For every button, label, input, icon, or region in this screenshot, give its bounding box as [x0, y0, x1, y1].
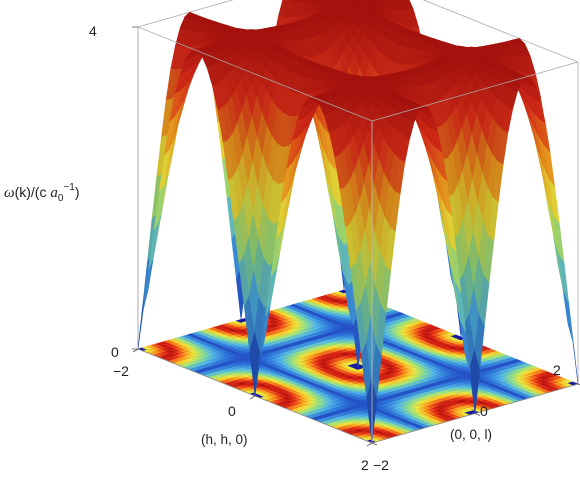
dispersion-surface	[137, 0, 579, 444]
z-axis-label: ω(k)/(c a0−1)	[4, 182, 80, 204]
box-edge-top-front-right	[371, 61, 579, 122]
axis-ticks	[132, 26, 580, 447]
z-tick-0: 0	[111, 344, 119, 360]
x-tickmark-0	[249, 395, 256, 400]
surface-facet	[137, 290, 149, 350]
box-edge-back-top-left	[137, 0, 234, 28]
box-edge-back-top	[422, 0, 579, 63]
x-axis-label: (h, h, 0)	[201, 432, 248, 447]
y-tickmark-0	[474, 413, 481, 416]
surface-facet	[567, 323, 579, 385]
x-tick-2: 2	[361, 457, 369, 473]
y-axis-label: (0, 0, l)	[450, 427, 492, 442]
x-tickmark-neg2	[132, 348, 139, 353]
box-edge-top-front-left	[137, 26, 373, 122]
x-tick-0: 0	[228, 403, 236, 419]
y-tick-neg2: −2	[373, 457, 389, 473]
x-tickmark-2	[366, 442, 373, 447]
y-tickmark-2	[577, 383, 580, 386]
y-tick-0: 0	[480, 403, 488, 419]
y-tick-2: 2	[553, 362, 561, 378]
x-tick-neg2: −2	[113, 363, 129, 379]
z-tick-4: 4	[89, 23, 97, 39]
y-tickmark-neg2	[371, 442, 378, 446]
